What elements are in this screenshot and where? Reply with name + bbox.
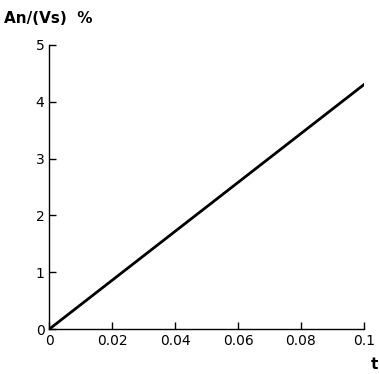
Text: An/(Vs)  %: An/(Vs) % (4, 11, 92, 26)
Text: td/T1  %: td/T1 % (371, 357, 379, 372)
